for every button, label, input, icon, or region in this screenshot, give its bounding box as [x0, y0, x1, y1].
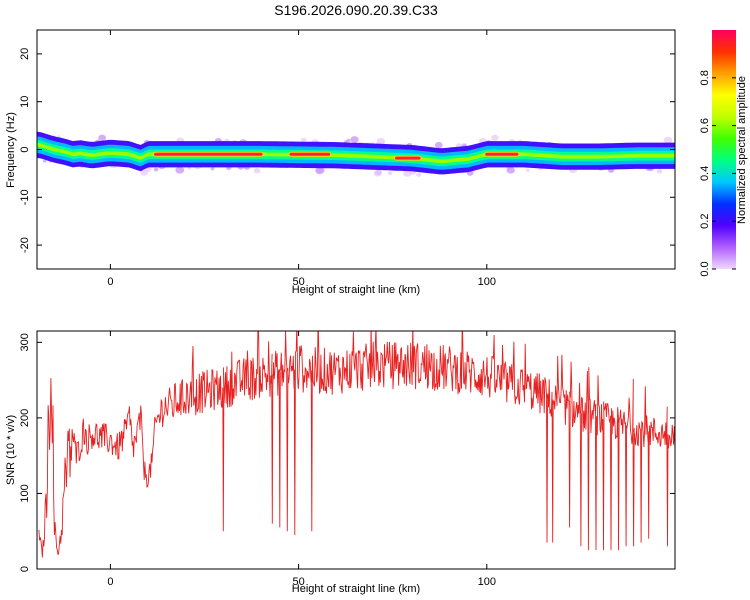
- spectrogram-ridge-band: [37, 139, 675, 166]
- snr-y-tick-label: 200: [19, 409, 31, 427]
- colorbar-label: Normalized spectral amplitude: [736, 76, 748, 224]
- spectrogram-y-tick-label: 10: [19, 96, 31, 108]
- spectrogram-noise-blob: [656, 169, 663, 174]
- spectrogram-noise-blob: [344, 140, 348, 144]
- spectrogram-noise-blob: [491, 134, 499, 141]
- spectrogram-noise-blob: [506, 166, 515, 174]
- spectrogram-noise-blob: [210, 167, 215, 171]
- snr-x-ticks: 0 50 100: [107, 331, 496, 588]
- spectrogram-x-tick-label: 50: [292, 276, 304, 288]
- colorbar-tick-label: 0.2: [699, 214, 711, 229]
- spectrogram-noise-blob: [526, 168, 530, 172]
- spectrogram-noise-blob: [434, 141, 443, 149]
- colorbar-tick-label: 0.4: [699, 166, 711, 181]
- snr-y-axis-label: SNR (10 * v/v): [5, 415, 17, 485]
- spectrogram-x-axis-label: Height of straight line (km): [292, 284, 420, 296]
- spectrogram-noise-blob: [387, 171, 393, 176]
- colorbar-ticks: 0.0 0.2 0.4 0.6 0.8: [699, 70, 736, 277]
- spectrogram-noise-blob: [301, 137, 307, 143]
- snr-x-tick-label: 100: [478, 576, 496, 588]
- snr-x-axis-label: Height of straight line (km): [292, 583, 420, 595]
- snr-x-tick-label: 0: [107, 576, 113, 588]
- spectrogram-y-tick-label: 20: [19, 48, 31, 60]
- spectrogram-x-ticks: 0 50 100: [107, 30, 496, 288]
- spectrogram-noise-blob: [153, 167, 159, 172]
- spectrogram-y-ticks: -20 -10 0 10 20: [19, 48, 675, 253]
- spectrogram-y-tick-label: 0: [19, 146, 31, 152]
- snr-series-line: [38, 331, 675, 558]
- snr-line-layer: [38, 331, 675, 558]
- spectrogram-y-tick-label: -20: [19, 237, 31, 253]
- spectrogram-noise-blob: [373, 170, 382, 177]
- snr-y-ticks: 0 100 200 300: [19, 333, 675, 572]
- snr-y-tick-label: 300: [19, 333, 31, 351]
- spectrogram-heat-layer: [37, 131, 675, 177]
- spectrogram-noise-blob: [140, 169, 148, 176]
- figure-title: S196.2026.090.20.39.C33: [274, 2, 438, 18]
- spectrogram-noise-blob: [253, 168, 261, 174]
- snr-x-tick-label: 50: [292, 576, 304, 588]
- spectrogram-x-tick-label: 0: [107, 276, 113, 288]
- snr-y-tick-label: 100: [19, 484, 31, 502]
- spectrogram-noise-blob: [175, 166, 185, 174]
- spectrogram-x-tick-label: 100: [478, 276, 496, 288]
- spectrogram-panel: 0 50 100 -20 -10 0 10 20 Height of straight li…: [5, 29, 676, 296]
- spectrogram-y-tick-label: -10: [19, 189, 31, 205]
- spectrogram-noise-blob: [98, 134, 107, 141]
- spectrogram-noise-blob: [350, 136, 359, 143]
- spectrogram-noise-blob: [403, 169, 412, 177]
- snr-plot-area: [37, 331, 675, 569]
- spectrogram-noise-blob: [42, 159, 47, 163]
- colorbar-tick-label: 0.0: [699, 261, 711, 276]
- colorbar-gradient: [712, 30, 736, 269]
- spectrogram-noise-blob: [315, 167, 325, 175]
- colorbar: 0.0 0.2 0.4 0.6 0.8 Normalized spectral ampl…: [699, 30, 748, 277]
- snr-frame: [36, 330, 676, 570]
- spectrogram-noise-blob: [145, 167, 152, 172]
- spectrogram-noise-blob: [187, 166, 192, 170]
- colorbar-tick-label: 0.6: [699, 118, 711, 133]
- colorbar-tick-label: 0.8: [699, 70, 711, 85]
- spectrogram-noise-blob: [376, 138, 386, 145]
- spectrogram-noise-blob: [416, 172, 422, 177]
- spectrogram-y-axis-label: Frequency (Hz): [5, 112, 17, 188]
- spectrogram-noise-blob: [663, 136, 673, 144]
- snr-y-tick-label: 0: [19, 566, 31, 572]
- snr-panel: 0 50 100 0 100 200 300 Height of straight lin…: [5, 330, 676, 595]
